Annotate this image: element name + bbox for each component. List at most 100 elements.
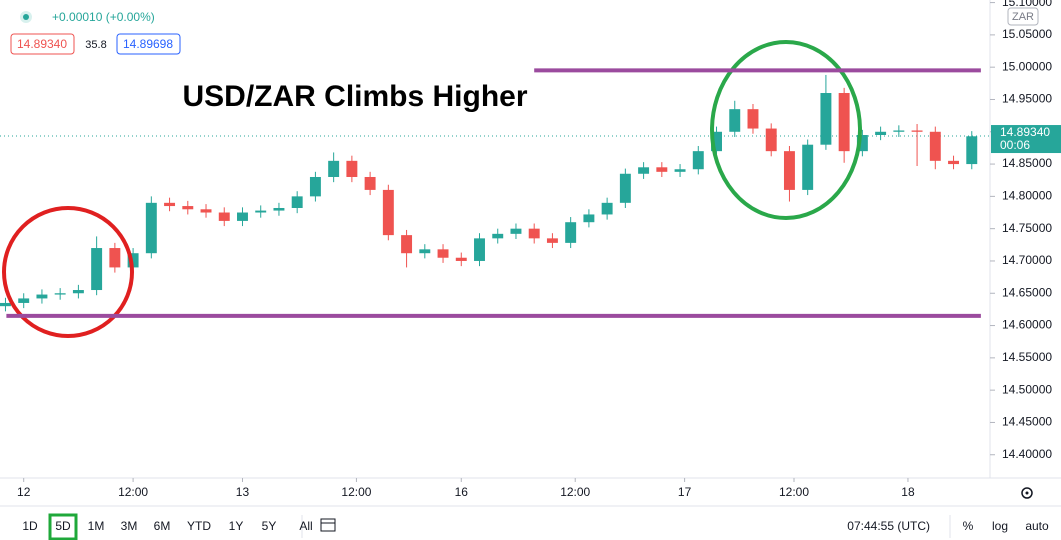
candle-body (929, 131, 941, 161)
candle-body (747, 109, 759, 129)
change: +0.00010 (+0.00%) (52, 10, 155, 24)
y-tick-label: 15.00000 (1002, 59, 1052, 73)
range-button[interactable]: 1M (88, 519, 105, 533)
candle-body (437, 249, 449, 258)
y-tick-label: 15.10000 (1002, 0, 1052, 9)
currency-box[interactable] (1007, 7, 1039, 26)
candle-body (200, 209, 212, 213)
clock: 07:44:55 (UTC) (847, 519, 930, 533)
candle-body (838, 93, 850, 152)
candle-body (583, 214, 595, 223)
candle-body (401, 235, 413, 254)
candle-body (802, 144, 814, 190)
x-tick-label: 12:00 (779, 485, 809, 499)
y-tick-label: 14.55000 (1002, 350, 1052, 364)
candle-body (54, 293, 66, 295)
spread: 35.8 (85, 39, 106, 51)
candle-body (765, 128, 777, 152)
candle-body (948, 160, 960, 165)
range-button[interactable]: 1D (22, 519, 38, 533)
candle-body (638, 167, 650, 174)
candle-body (273, 207, 285, 211)
candle-body (419, 249, 431, 254)
ask: 14.89698 (123, 37, 173, 51)
x-tick-label: 16 (455, 485, 469, 499)
candle-body (182, 206, 194, 210)
highlight-circle (2, 206, 134, 338)
x-tick-label: 12:00 (341, 485, 371, 499)
range-button[interactable]: 3M (121, 519, 138, 533)
range-button[interactable]: 5Y (262, 519, 277, 533)
scale-option[interactable]: log (992, 519, 1008, 533)
candle-body (656, 167, 668, 172)
y-tick-label: 14.75000 (1002, 221, 1052, 235)
y-tick-label: 14.65000 (1002, 285, 1052, 299)
y-tick-label: 14.50000 (1002, 382, 1052, 396)
candle-body (145, 202, 157, 254)
candle-body (893, 130, 905, 132)
candle-body (382, 189, 394, 236)
candle-body (36, 294, 48, 299)
y-tick-label: 15.05000 (1002, 27, 1052, 41)
candle-body (255, 210, 267, 213)
candle-body (328, 160, 340, 177)
y-tick-label: 14.60000 (1002, 318, 1052, 332)
candle-body (0, 302, 11, 307)
candle-body (492, 233, 504, 239)
last-price-box (991, 125, 1061, 154)
candle-body (711, 131, 722, 152)
candle-body (875, 131, 887, 136)
candle-body (237, 212, 248, 221)
y-tick-label: 14.45000 (1002, 415, 1052, 429)
x-tick-label: 13 (236, 485, 250, 499)
candle-body (510, 228, 522, 234)
candle-body (309, 176, 321, 197)
candle-body (601, 202, 613, 215)
candle-body (474, 238, 485, 261)
bid: 14.89340 (17, 37, 67, 51)
y-tick-label: 14.95000 (1002, 92, 1052, 106)
candle-body (546, 238, 558, 243)
x-tick-label: 17 (678, 485, 692, 499)
range-button[interactable]: 1Y (229, 519, 244, 533)
candle-body (911, 130, 923, 132)
candle-body (692, 151, 704, 170)
range-button[interactable]: 6M (154, 519, 171, 533)
candle-body (674, 169, 686, 172)
last-price-label: 14.89340 (1000, 125, 1050, 139)
compare-icon[interactable] (320, 518, 336, 532)
active-range-box (48, 513, 78, 540)
y-tick-label: 14.70000 (1002, 253, 1052, 267)
candle-body (820, 93, 832, 145)
x-tick-label: 12:00 (560, 485, 590, 499)
candle-body (127, 253, 139, 268)
status-dot (23, 14, 29, 20)
candle-body (619, 173, 631, 203)
candle-body (72, 290, 84, 294)
candle-body (565, 222, 577, 243)
settings-icon[interactable] (1021, 487, 1033, 499)
ask-box[interactable] (116, 33, 181, 55)
candle-body (856, 135, 868, 152)
chart-title: USD/ZAR Climbs Higher (182, 80, 527, 113)
y-tick-label: 14.80000 (1002, 189, 1052, 203)
candle-body (729, 109, 741, 132)
range-button[interactable]: All (299, 519, 312, 533)
candle-body (528, 228, 540, 239)
candle-body (164, 202, 176, 207)
bid-box[interactable] (10, 33, 75, 55)
currency: ZAR (1012, 11, 1034, 23)
x-tick-label: 12:00 (118, 485, 148, 499)
range-button[interactable]: 5D (55, 519, 71, 533)
candle-body (455, 257, 467, 261)
scale-option[interactable]: auto (1025, 519, 1049, 533)
candle-body (783, 151, 795, 190)
candle-body (966, 136, 978, 165)
range-button[interactable]: YTD (187, 519, 211, 533)
y-tick-label: 14.40000 (1002, 447, 1052, 461)
candle-body (291, 196, 303, 208)
candle-body (18, 298, 30, 303)
scale-option[interactable]: % (963, 519, 974, 533)
